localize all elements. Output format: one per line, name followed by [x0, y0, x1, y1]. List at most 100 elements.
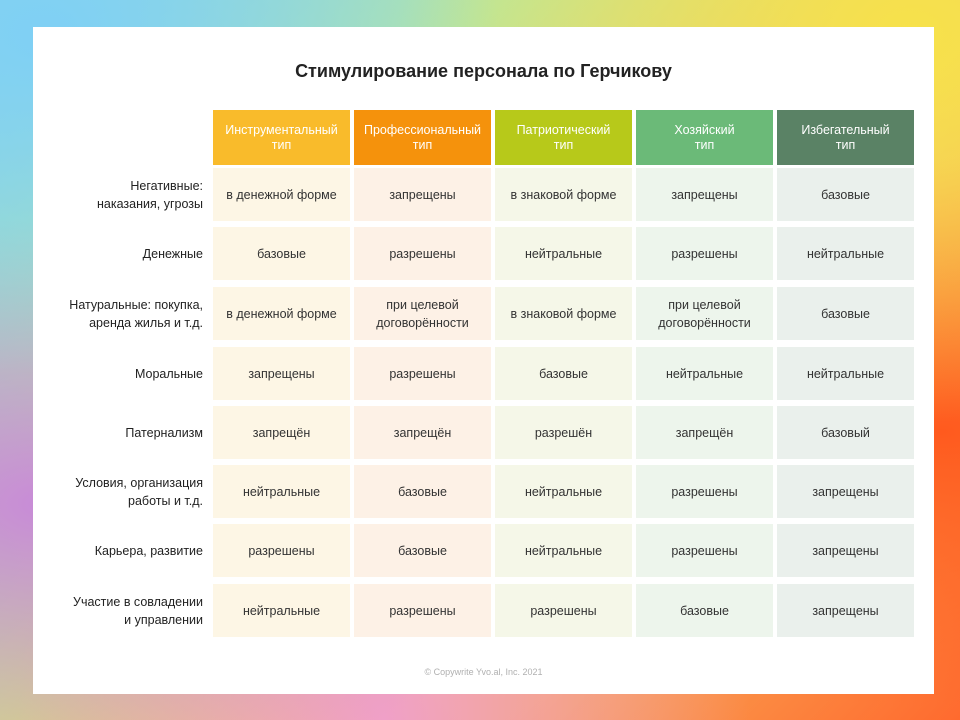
row-label-line: Карьера, развитие: [94, 543, 203, 558]
row-label-line: Негативные:: [130, 178, 203, 193]
table-cell: в знаковой форме: [495, 168, 632, 221]
table-cell: нейтральные: [213, 465, 350, 518]
table-cell: запрещены: [777, 524, 914, 577]
table-cell-text: при целевой: [386, 297, 459, 312]
table-cell-text: нейтральные: [524, 543, 603, 558]
table-cell-text: нейтральные: [242, 603, 321, 618]
table-cell-text: запрещены: [248, 366, 315, 381]
row-label-line: Денежные: [142, 246, 203, 261]
table-cell: запрещены: [777, 584, 914, 637]
table-cell-text: запрещены: [389, 187, 456, 202]
table-cell: в денежной форме: [213, 287, 350, 340]
table-cell-text: нейтральные: [806, 246, 885, 261]
table-cell: разрешены: [636, 524, 773, 577]
column-header-subtitle: тип: [694, 137, 715, 152]
table-cell: разрешены: [354, 584, 491, 637]
table-cell: разрешены: [636, 227, 773, 280]
table-cell-text: нейтральные: [524, 484, 603, 499]
column-header-title: Профессиональный: [363, 122, 482, 137]
table-cell: базовые: [354, 524, 491, 577]
row-label-line: Патернализм: [125, 425, 203, 440]
table-cell: запрещён: [636, 406, 773, 459]
table-cell-text: разрешены: [671, 484, 738, 499]
table-cell-text: при целевой: [668, 297, 741, 312]
table-cell-text: нейтральные: [806, 366, 885, 381]
column-header-title: Избегательный: [801, 122, 890, 137]
table-cell: базовые: [636, 584, 773, 637]
table-cell: разрешены: [636, 465, 773, 518]
table-cell: нейтральные: [495, 227, 632, 280]
table-cell: разрешены: [354, 227, 491, 280]
table-cell: разрешены: [495, 584, 632, 637]
table-cell: запрещены: [354, 168, 491, 221]
table-cell-text: запрещён: [393, 425, 452, 440]
table-cell: разрешены: [354, 347, 491, 400]
table-cell: базовые: [213, 227, 350, 280]
column-header-subtitle: тип: [835, 137, 856, 152]
column-header-subtitle: тип: [271, 137, 292, 152]
table-cell: базовые: [495, 347, 632, 400]
row-label: Патернализм: [33, 406, 203, 459]
row-label-line: Натуральные: покупка,: [69, 297, 203, 312]
column-header-avoidant: Избегательный тип: [777, 110, 914, 165]
table-cell-text: в денежной форме: [226, 187, 337, 202]
table-cell-text: базовый: [821, 425, 870, 440]
table-cell-text: базовые: [821, 306, 870, 321]
table-cell-text: договорённости: [658, 315, 751, 330]
table-cell: базовые: [777, 287, 914, 340]
table-cell: нейтральные: [777, 347, 914, 400]
row-label-line: Условия, организация: [75, 475, 203, 490]
table-cell-text: в знаковой форме: [510, 187, 617, 202]
table-cell: запрещён: [354, 406, 491, 459]
table-cell: при целевой договорённости: [354, 287, 491, 340]
row-label: Моральные: [33, 347, 203, 400]
column-header-instrumental: Инструментальный тип: [213, 110, 350, 165]
row-label: Участие в совладении и управлении: [33, 584, 203, 637]
table-cell-text: запрещены: [671, 187, 738, 202]
table-cell-text: базовые: [821, 187, 870, 202]
table-cell: запрещены: [777, 465, 914, 518]
table-cell-text: разрешены: [389, 246, 456, 261]
table-cell: базовые: [354, 465, 491, 518]
table-cell: разрешён: [495, 406, 632, 459]
row-label: Карьера, развитие: [33, 524, 203, 577]
slide-card: Стимулирование персонала по Герчикову Ин…: [33, 27, 934, 694]
table-cell: разрешены: [213, 524, 350, 577]
table-cell: в знаковой форме: [495, 287, 632, 340]
table-cell-text: базовые: [680, 603, 729, 618]
table-cell-text: нейтральные: [524, 246, 603, 261]
row-label: Условия, организация работы и т.д.: [33, 465, 203, 518]
row-label: Денежные: [33, 227, 203, 280]
table-cell-text: в знаковой форме: [510, 306, 617, 321]
table-cell: нейтральные: [777, 227, 914, 280]
table-cell-text: базовые: [398, 484, 447, 499]
table-cell-text: разрешены: [248, 543, 315, 558]
table-cell: нейтральные: [636, 347, 773, 400]
table-cell: запрещены: [636, 168, 773, 221]
table-cell-text: нейтральные: [242, 484, 321, 499]
table-cell-text: базовые: [539, 366, 588, 381]
row-label: Негативные: наказания, угрозы: [33, 168, 203, 221]
table-cell-text: разрешены: [530, 603, 597, 618]
table-cell-text: запрещён: [675, 425, 734, 440]
table-cell-text: запрещены: [812, 603, 879, 618]
table-cell-text: в денежной форме: [226, 306, 337, 321]
table-cell: запрещены: [213, 347, 350, 400]
table-cell-text: разрешены: [389, 366, 456, 381]
column-header-title: Инструментальный: [225, 122, 338, 137]
table-cell-text: разрешены: [671, 543, 738, 558]
column-header-title: Патриотический: [516, 122, 611, 137]
table-cell-text: договорённости: [376, 315, 469, 330]
table-cell: запрещён: [213, 406, 350, 459]
row-label-line: Участие в совладении: [73, 594, 203, 609]
table-cell: в денежной форме: [213, 168, 350, 221]
table-cell-text: запрещены: [812, 543, 879, 558]
table-cell-text: запрещён: [252, 425, 311, 440]
row-label-line: работы и т.д.: [128, 493, 203, 508]
table-cell-text: разрешён: [534, 425, 593, 440]
row-label-line: и управлении: [124, 612, 203, 627]
table-cell: нейтральные: [495, 465, 632, 518]
row-label-line: аренда жилья и т.д.: [89, 315, 203, 330]
table-cell-text: базовые: [257, 246, 306, 261]
table-cell: базовый: [777, 406, 914, 459]
